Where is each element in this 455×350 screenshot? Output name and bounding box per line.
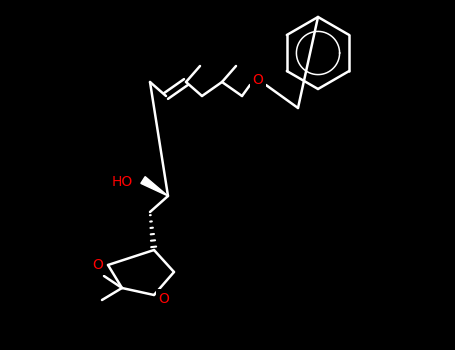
Text: HO: HO (112, 175, 133, 189)
Text: O: O (253, 73, 263, 87)
Text: O: O (92, 258, 103, 272)
Polygon shape (141, 177, 168, 196)
Text: O: O (158, 292, 169, 306)
